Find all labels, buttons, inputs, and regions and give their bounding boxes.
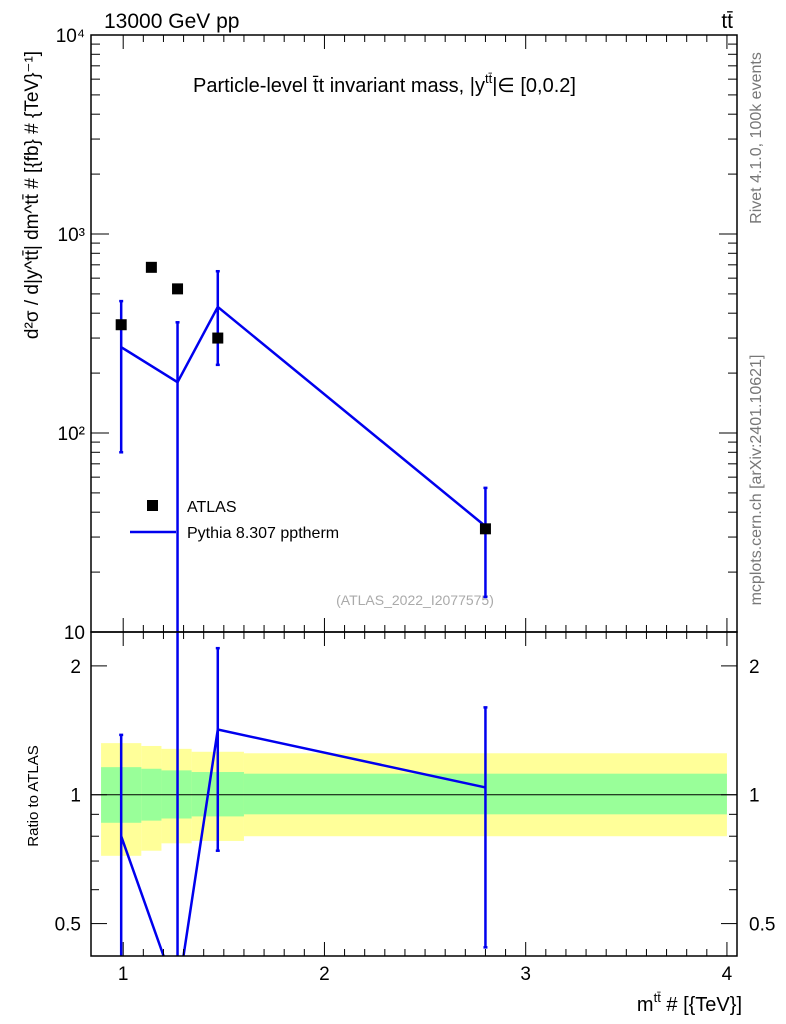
ratio-y-tick-labels: 0.5 0.5 1 1 2 2	[55, 657, 776, 936]
x-tick-label: 2	[319, 964, 330, 985]
x-tick-labels: 1 2 3 4	[118, 964, 733, 985]
legend-atlas-label: ATLAS	[187, 499, 237, 516]
atlas-data-point	[115, 319, 127, 331]
atlas-data-point	[479, 523, 491, 535]
atlas-data-point	[212, 332, 224, 344]
mcplots-label: mcplots.cern.ch [arXiv:2401.10621]	[748, 355, 765, 606]
plot-title-text: Particle-level t̄t invariant mass, |y	[193, 75, 485, 97]
ratio-y-tick-label: 1	[70, 786, 81, 807]
atlas-data-point	[172, 283, 184, 295]
main-y-tick-label: 10²	[58, 424, 85, 445]
ratio-y-tick-label-right: 2	[749, 657, 760, 678]
ratio-data-layer	[119, 632, 488, 956]
ratio-y-tick-label-right: 1	[749, 786, 760, 807]
x-axis-label-sup: tt̄	[654, 990, 662, 1005]
ratio-y-tick-label: 2	[70, 657, 81, 678]
x-tick-label: 1	[118, 964, 129, 985]
atlas-data-point	[145, 261, 157, 273]
ratio-y-axis-label: Ratio to ATLAS	[25, 745, 42, 846]
header-process: tt̄	[721, 10, 733, 33]
main-y-tick-labels: 10 10² 10³ 10⁴	[56, 26, 85, 644]
main-y-tick-label: 10⁴	[56, 26, 85, 47]
watermark: (ATLAS_2022_I2077575)	[336, 592, 494, 608]
ratio-uncertainty-bands	[101, 743, 727, 856]
ratio-axis-ticks	[91, 632, 737, 956]
plot-title: Particle-level t̄t invariant mass, |ytt̄…	[193, 71, 576, 97]
x-tick-label: 3	[520, 964, 531, 985]
x-tick-label: 4	[722, 964, 733, 985]
ratio-y-tick-label-right: 0.5	[749, 915, 775, 936]
ratio-y-tick-label: 0.5	[55, 915, 81, 936]
main-data-layer	[115, 261, 491, 632]
plot-title-tail: |∈ [0,0.2]	[492, 75, 576, 97]
ratio-frame	[90, 631, 738, 957]
rivet-label: Rivet 4.1.0, 100k events	[748, 52, 765, 224]
main-y-axis-label: d²σ / d|y^tt̄| dm^tt̄ # [{fb} # {TeV}⁻¹]	[22, 51, 43, 339]
pythia-line	[120, 305, 487, 528]
main-axis-ticks	[91, 34, 737, 633]
header-energy: 13000 GeV pp	[104, 10, 239, 33]
plot-title-sup: tt̄	[485, 71, 493, 86]
main-y-tick-label: 10	[64, 623, 85, 644]
main-frame	[90, 34, 738, 633]
legend-pythia-label: Pythia 8.307 pptherm	[187, 525, 339, 542]
main-y-tick-label: 10³	[58, 225, 85, 246]
x-axis-label: mtt̄ # [{TeV}]	[637, 990, 742, 1016]
ratio-panel: 0.5 0.5 1 1 2 2 1 2 3 4 Ratio to ATLAS mtt̄ # [{…	[25, 631, 776, 1016]
legend-atlas-marker	[147, 500, 158, 511]
x-axis-label-tail: # [{TeV}]	[661, 994, 742, 1016]
x-axis-label-main: m	[637, 994, 654, 1016]
main-panel: 10 10² 10³ 10⁴ Particle-level t̄t invariant…	[22, 26, 738, 644]
ratio-line	[120, 728, 486, 956]
